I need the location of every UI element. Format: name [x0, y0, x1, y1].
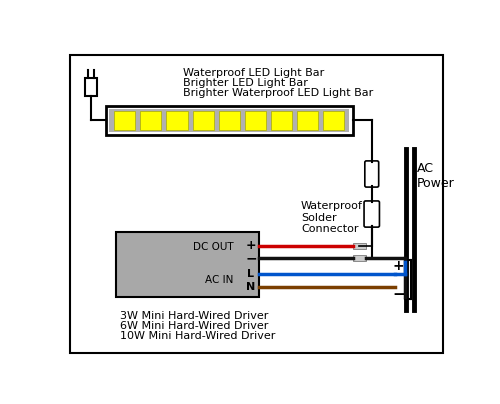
Text: N: N — [246, 282, 256, 292]
Text: −: − — [245, 251, 256, 265]
Text: Brighter LED Light Bar: Brighter LED Light Bar — [183, 78, 308, 88]
Bar — [116, 232, 258, 297]
Bar — [324, 111, 344, 130]
FancyBboxPatch shape — [364, 201, 380, 227]
Bar — [245, 111, 266, 130]
Text: 3W Mini Hard-Wired Driver: 3W Mini Hard-Wired Driver — [120, 311, 268, 321]
Text: +: + — [393, 259, 404, 273]
Bar — [109, 109, 350, 132]
Bar — [106, 106, 352, 135]
Bar — [352, 242, 366, 249]
Bar — [218, 111, 240, 130]
Text: Waterproof
Solder
Connector: Waterproof Solder Connector — [301, 201, 363, 234]
Bar — [352, 255, 366, 261]
Text: L: L — [248, 269, 254, 279]
Text: AC
Power: AC Power — [416, 162, 454, 190]
Text: Brighter Waterproof LED Light Bar: Brighter Waterproof LED Light Bar — [183, 88, 374, 98]
Text: AC IN: AC IN — [205, 275, 233, 285]
Text: DC OUT: DC OUT — [192, 242, 233, 252]
Text: 6W Mini Hard-Wired Driver: 6W Mini Hard-Wired Driver — [120, 321, 268, 331]
Bar — [114, 111, 136, 130]
Bar — [192, 111, 214, 130]
Bar — [297, 111, 318, 130]
Text: −: − — [392, 287, 405, 302]
Bar — [140, 111, 162, 130]
Bar — [166, 111, 188, 130]
Bar — [271, 111, 292, 130]
Bar — [84, 78, 97, 96]
Text: +: + — [246, 239, 256, 252]
Text: Waterproof LED Light Bar: Waterproof LED Light Bar — [183, 68, 324, 78]
FancyBboxPatch shape — [365, 161, 378, 187]
Text: 10W Mini Hard-Wired Driver: 10W Mini Hard-Wired Driver — [120, 331, 276, 341]
